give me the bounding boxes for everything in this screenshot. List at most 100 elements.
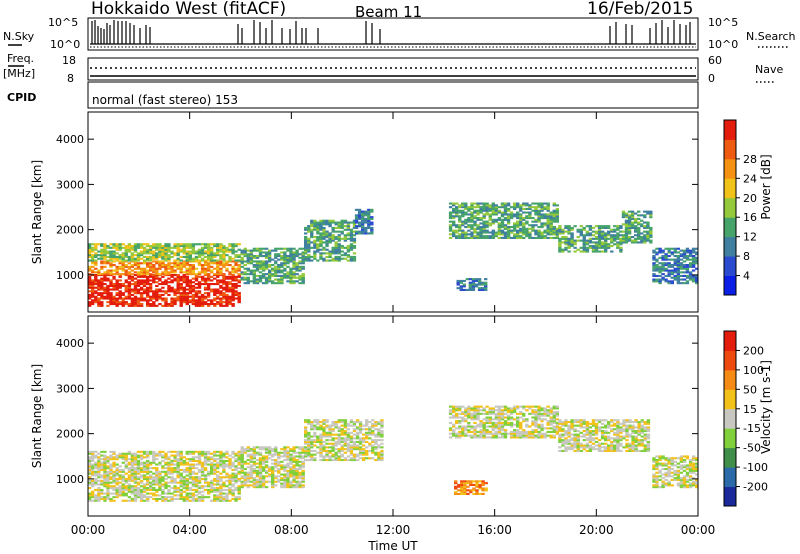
heatmap-cell bbox=[691, 269, 696, 272]
heatmap-cell bbox=[118, 292, 122, 295]
heatmap-cell bbox=[448, 412, 453, 415]
heatmap-cell bbox=[658, 247, 662, 250]
heatmap-cell bbox=[182, 487, 186, 490]
heatmap-cell bbox=[261, 484, 266, 487]
heatmap-cell bbox=[88, 254, 92, 257]
heatmap-cell bbox=[448, 215, 453, 218]
heatmap-cell bbox=[497, 226, 502, 229]
heatmap-cell bbox=[222, 304, 226, 307]
heatmap-cell bbox=[597, 234, 602, 237]
heatmap-cell bbox=[346, 431, 351, 434]
heatmap-cell bbox=[207, 264, 211, 267]
heatmap-cell bbox=[91, 299, 95, 302]
heatmap-cell bbox=[158, 483, 162, 486]
heatmap-cell bbox=[500, 229, 505, 232]
heatmap-cell bbox=[310, 422, 314, 425]
heatmap-cell bbox=[146, 467, 150, 470]
heatmap-cell bbox=[152, 456, 156, 459]
heatmap-cell bbox=[362, 444, 366, 447]
heatmap-cell bbox=[531, 217, 535, 220]
heatmap-cell bbox=[289, 473, 293, 476]
heatmap-cell bbox=[203, 450, 208, 453]
heatmap-cell bbox=[473, 235, 477, 238]
heatmap-cell bbox=[231, 245, 235, 248]
heatmap-cell bbox=[142, 483, 147, 486]
heatmap-cell bbox=[337, 223, 341, 226]
heatmap-cell bbox=[146, 304, 150, 307]
heatmap-cell bbox=[364, 226, 368, 229]
heatmap-cell bbox=[139, 494, 144, 497]
heatmap-cell bbox=[179, 456, 183, 459]
heatmap-cell bbox=[243, 484, 247, 487]
heatmap-cell bbox=[100, 255, 104, 258]
heatmap-cell bbox=[304, 237, 308, 240]
heatmap-cell bbox=[200, 252, 205, 255]
heatmap-cell bbox=[461, 233, 465, 236]
heatmap-cell bbox=[167, 450, 171, 453]
heatmap-cell bbox=[534, 209, 538, 212]
heatmap-cell bbox=[673, 264, 677, 267]
heatmap-cell bbox=[139, 281, 144, 284]
heatmap-cell bbox=[328, 439, 332, 442]
heatmap-cell bbox=[225, 304, 229, 307]
heatmap-cell bbox=[118, 487, 122, 490]
heatmap-cell bbox=[225, 264, 229, 267]
heatmap-cell bbox=[549, 211, 553, 214]
heatmap-cell bbox=[164, 252, 168, 255]
heatmap-cell bbox=[152, 487, 156, 490]
heatmap-cell bbox=[194, 490, 199, 493]
heatmap-cell bbox=[207, 485, 211, 488]
heatmap-cell bbox=[448, 427, 453, 430]
heatmap-cell bbox=[307, 237, 311, 240]
heatmap-cell bbox=[164, 472, 168, 475]
heatmap-cell bbox=[158, 262, 162, 265]
heatmap-cell bbox=[222, 250, 226, 253]
heatmap-cell bbox=[319, 245, 323, 248]
heatmap-cell bbox=[304, 248, 308, 251]
heatmap-cell bbox=[109, 246, 113, 249]
heatmap-cell bbox=[610, 230, 614, 233]
heatmap-cell bbox=[582, 245, 586, 248]
heatmap-cell bbox=[194, 286, 199, 289]
heatmap-cell bbox=[352, 444, 357, 447]
heatmap-cell bbox=[258, 253, 263, 256]
heatmap-cell bbox=[112, 301, 116, 304]
heatmap-cell bbox=[346, 439, 351, 442]
heatmap-cell bbox=[673, 249, 677, 252]
heatmap-cell bbox=[133, 245, 138, 248]
heatmap-cell bbox=[357, 208, 362, 211]
heatmap-cell bbox=[643, 239, 647, 242]
heatmap-cell bbox=[643, 221, 647, 224]
heatmap-cell bbox=[243, 462, 247, 465]
heatmap-cell bbox=[283, 466, 287, 469]
heatmap-cell bbox=[106, 470, 110, 473]
heatmap-cell bbox=[112, 499, 116, 502]
heatmap-cell bbox=[115, 483, 119, 486]
heatmap-cell bbox=[624, 214, 629, 217]
heatmap-cell bbox=[103, 262, 107, 265]
heatmap-cell bbox=[243, 251, 247, 254]
heatmap-cell bbox=[274, 271, 278, 274]
heatmap-cell bbox=[219, 248, 223, 251]
heatmap-cell bbox=[146, 301, 150, 304]
heatmap-cell bbox=[337, 221, 341, 224]
heatmap-cell bbox=[283, 260, 287, 263]
heatmap-cell bbox=[473, 418, 477, 421]
heatmap-cell bbox=[452, 211, 456, 214]
heatmap-cell bbox=[109, 465, 113, 468]
heatmap-cell bbox=[191, 257, 195, 260]
heatmap-cell bbox=[525, 204, 529, 207]
heatmap-cell bbox=[346, 424, 351, 427]
heatmap-cell bbox=[210, 257, 214, 260]
heatmap-cell bbox=[552, 215, 556, 218]
heatmap-cell bbox=[139, 293, 144, 296]
heatmap-cell bbox=[468, 285, 473, 288]
heatmap-cell bbox=[219, 303, 223, 306]
heatmap-cell bbox=[289, 247, 293, 250]
heatmap-cell bbox=[231, 485, 235, 488]
heatmap-cell bbox=[564, 230, 568, 233]
heatmap-cell bbox=[94, 248, 98, 251]
heatmap-cell bbox=[519, 231, 523, 234]
heatmap-cell bbox=[289, 457, 293, 460]
heatmap-cell bbox=[136, 273, 141, 276]
